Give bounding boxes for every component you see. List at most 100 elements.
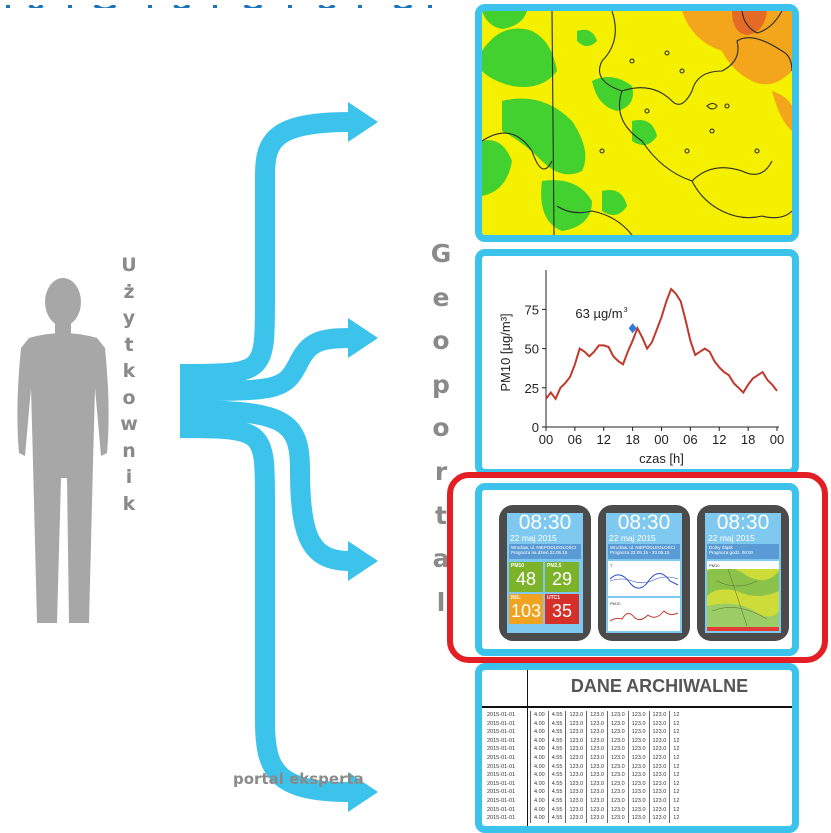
table-cell: 12 xyxy=(669,814,683,823)
table-cell: 123.0 xyxy=(627,753,649,763)
table-cell: 123.0 xyxy=(648,788,670,797)
tile-value: 35 xyxy=(551,601,573,621)
table-cell: 4.55 xyxy=(547,771,566,780)
table-row: 2015-01-01 4.00 4.55 123.0 123.0 123.0 123.0 12… xyxy=(484,711,683,720)
pm10-tile: PM10 48 xyxy=(509,562,543,592)
table-cell: 12 xyxy=(669,719,683,729)
user-label-letter: k xyxy=(122,360,136,382)
watch-info-line: Dolny Śląsk xyxy=(709,545,733,550)
arrows-diagram xyxy=(179,102,378,812)
table-cell: 123.0 xyxy=(627,711,649,720)
user-label-letter: n xyxy=(122,439,136,462)
y-tick-label: 75 xyxy=(525,302,539,317)
table-cell: 123.0 xyxy=(627,771,649,780)
table-cell: 2015-01-01 xyxy=(487,806,516,813)
table-cell: 123.0 xyxy=(627,805,649,815)
y-tick-label: 50 xyxy=(525,342,539,357)
watch-map: 08:30 22 maj 2015 Dolny Śląsk Prognoza g… xyxy=(697,505,789,641)
table-cell: 12 xyxy=(669,736,683,746)
table-cell: 123.0 xyxy=(586,753,608,763)
table-cell: 2015-01-01 xyxy=(487,720,516,727)
table-cell: 4.00 xyxy=(530,719,549,729)
table-cell: 12 xyxy=(669,753,683,763)
table-cell: 4.00 xyxy=(530,779,549,789)
table-cell: 2015-01-01 xyxy=(487,754,516,761)
arrow-to-map xyxy=(179,112,351,384)
arrow-to-watches xyxy=(179,400,351,571)
geoportal-label-letter: t xyxy=(435,500,447,530)
mini-chart-label: T xyxy=(610,563,613,568)
table-cell: 123.0 xyxy=(586,736,608,746)
table-cell: 123.0 xyxy=(627,814,649,823)
y-axis-title: PM10 [µg/m³] xyxy=(498,313,513,391)
geoportal-label-letter: o xyxy=(432,413,450,443)
table-cell: 4.00 xyxy=(530,711,549,720)
archive-table: 2015-01-01 4.00 4.55 123.0 123.0 123.0 123.0 12… xyxy=(484,711,683,823)
x-tick-label: 12 xyxy=(712,432,726,447)
table-cell: 4.55 xyxy=(547,788,566,797)
utc-tile: UTC1 35 xyxy=(545,594,579,624)
geoportal-label-letter: r xyxy=(434,456,448,486)
table-cell: 123.0 xyxy=(565,814,587,823)
archive-header: DANE ARCHIWALNE xyxy=(482,670,792,826)
user-label-letter: o xyxy=(122,386,136,409)
data-point-marker xyxy=(628,323,637,334)
table-cell: 123.0 xyxy=(586,728,608,737)
pm10-series-line xyxy=(545,287,778,401)
watch-screen: 08:30 22 maj 2015 Wrocław, ul. NIEPODLEG… xyxy=(507,513,583,633)
watch-info: Wrocław, ul. NIEPODLEGŁOŚCI Prognoza na … xyxy=(509,544,581,559)
watch-screen: 08:30 22 maj 2015 Dolny Śląsk Prognoza g… xyxy=(705,513,781,633)
table-cell: 12 xyxy=(669,762,683,772)
table-cell: 123.0 xyxy=(648,805,670,815)
x-tick-label: 18 xyxy=(625,432,639,447)
watch-date: 22 maj 2015 xyxy=(609,533,656,543)
table-cell: 4.55 xyxy=(547,805,566,815)
user-label-letter: ż xyxy=(123,280,135,303)
table-cell: 2015-01-01 xyxy=(487,772,516,779)
table-cell: 123.0 xyxy=(606,745,629,754)
tile-value: 29 xyxy=(551,569,573,589)
table-cell: 12 xyxy=(669,779,683,789)
table-row: 2015-01-01 4.00 4.55 123.0 123.0 123.0 123.0 12… xyxy=(484,728,683,737)
watch-info: Dolny Śląsk Prognoza godz. 08:00 xyxy=(707,544,779,559)
tile-value: 48 xyxy=(515,569,537,589)
table-cell: 2015-01-01 xyxy=(487,815,516,822)
mini-chart-label: PM10 xyxy=(610,601,621,606)
table-cell: 123.0 xyxy=(565,736,587,746)
table-cell: 123.0 xyxy=(565,788,587,797)
table-cell: 123.0 xyxy=(648,736,670,746)
watch-forecast: 08:30 22 maj 2015 Wrocław, ul. NIEPODLEG… xyxy=(598,505,690,641)
table-cell: 123.0 xyxy=(565,719,587,729)
map-panel xyxy=(475,4,799,242)
table-cell: 12 xyxy=(669,771,683,780)
watch-mini-charts: T PM10 xyxy=(608,561,680,631)
watch-panel: 08:30 22 maj 2015 Wrocław, ul. NIEPODLEG… xyxy=(475,483,799,656)
arrow-to-archive xyxy=(179,418,351,802)
annotation-label: 63 µg/m xyxy=(575,306,622,321)
table-cell: 123.0 xyxy=(648,719,670,729)
table-cell: 123.0 xyxy=(648,762,670,772)
table-cell: 123.0 xyxy=(565,711,587,720)
table-cell: 123.0 xyxy=(648,771,670,780)
table-cell: 12 xyxy=(669,728,683,737)
table-cell: 123.0 xyxy=(586,814,608,823)
table-cell: 4.55 xyxy=(547,753,566,763)
person-silhouette-icon xyxy=(17,278,109,623)
table-row: 2015-01-01 4.00 4.55 123.0 123.0 123.0 123.0 12… xyxy=(484,771,683,780)
y-tick-label: 0 xyxy=(532,420,539,435)
tile-value: 103 xyxy=(510,601,542,621)
table-cell: 12 xyxy=(669,788,683,797)
table-cell: 123.0 xyxy=(627,779,649,789)
table-cell: 123.0 xyxy=(606,771,629,780)
watch-info: Wrocław, ul. NIEPODLEGŁOŚCI Prognoza 22.… xyxy=(608,544,680,559)
user-label-letter: i xyxy=(125,466,133,488)
table-cell: 123.0 xyxy=(586,771,608,780)
tile-label: PM10 xyxy=(511,563,525,569)
arrow-to-chart xyxy=(179,328,351,401)
table-cell: 4.00 xyxy=(530,736,549,746)
table-cell: 123.0 xyxy=(565,779,587,789)
table-cell: 123.0 xyxy=(606,788,629,797)
geoportal-label-letter: a xyxy=(432,544,450,574)
x-tick-label: 00 xyxy=(770,432,784,447)
